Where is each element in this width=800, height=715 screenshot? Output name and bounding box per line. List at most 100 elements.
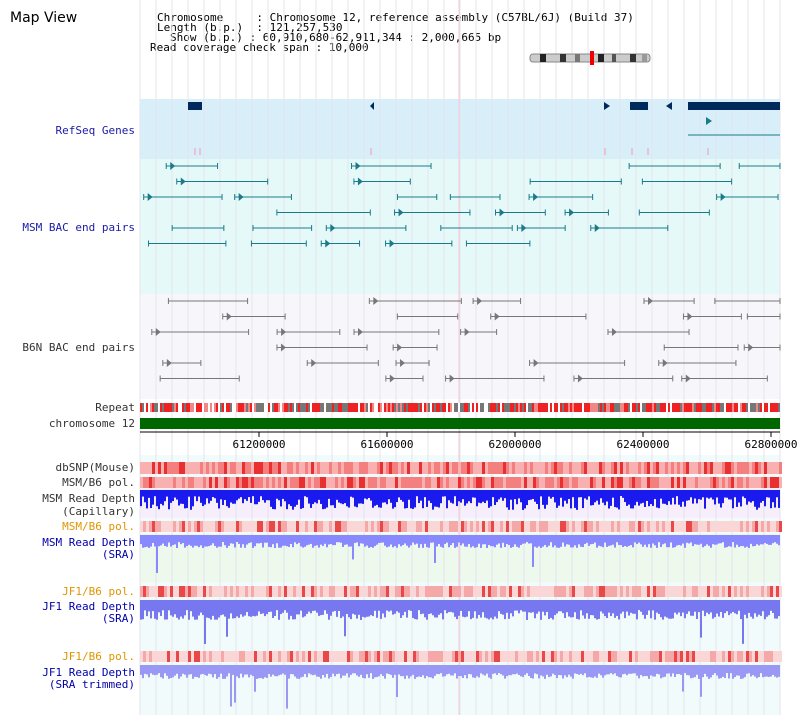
polymorphism-cell bbox=[314, 477, 317, 488]
polymorphism-cell bbox=[431, 462, 434, 474]
polymorphism-cell bbox=[674, 651, 677, 662]
repeat-segment bbox=[226, 403, 228, 412]
b6n-bac-pair-arrow bbox=[687, 312, 693, 321]
read-depth-bar bbox=[478, 600, 480, 615]
polymorphism-cell bbox=[407, 586, 410, 597]
track-label-refseq[interactable]: RefSeq Genes bbox=[55, 124, 135, 137]
polymorphism-cell bbox=[452, 586, 455, 597]
read-depth-bar bbox=[254, 535, 256, 547]
b6n-bac-pair-arrow bbox=[449, 374, 455, 383]
read-depth-bar bbox=[728, 535, 730, 547]
polymorphism-cell bbox=[722, 521, 725, 532]
repeat-segment bbox=[222, 403, 224, 412]
read-depth-bar bbox=[588, 535, 590, 546]
read-depth-bar bbox=[154, 490, 156, 497]
polymorphism-cell bbox=[575, 477, 578, 488]
read-depth-bar bbox=[714, 535, 716, 545]
polymorphism-cell bbox=[287, 462, 290, 474]
read-depth-bar bbox=[490, 665, 492, 679]
msm-bac-pair-arrow bbox=[147, 193, 153, 201]
polymorphism-cell bbox=[341, 586, 344, 597]
polymorphism-cell bbox=[155, 521, 158, 532]
read-depth-bar bbox=[282, 490, 284, 499]
polymorphism-cell bbox=[734, 462, 737, 474]
read-depth-bar bbox=[246, 490, 248, 501]
read-depth-bar bbox=[316, 535, 318, 546]
read-depth-bar bbox=[580, 535, 582, 547]
polymorphism-cell bbox=[635, 651, 638, 662]
read-depth-bar bbox=[722, 665, 724, 677]
read-depth-bar bbox=[448, 535, 450, 548]
read-depth-bar bbox=[518, 665, 520, 675]
read-depth-bar bbox=[370, 600, 372, 616]
repeat-segment bbox=[350, 403, 352, 412]
read-depth-bar bbox=[152, 665, 154, 675]
track-label-b6n-bac[interactable]: B6N BAC end pairs bbox=[22, 341, 135, 354]
chromosome-ideogram-icon[interactable] bbox=[529, 51, 651, 65]
polymorphism-cell bbox=[257, 586, 260, 597]
polymorphism-cell bbox=[710, 477, 713, 488]
repeat-segment bbox=[488, 403, 490, 412]
read-depth-bar bbox=[528, 490, 530, 501]
polymorphism-cell bbox=[542, 477, 545, 488]
read-depth-bar bbox=[766, 535, 768, 544]
repeat-segment bbox=[616, 403, 618, 412]
polymorphism-cell bbox=[749, 477, 752, 488]
read-depth-bar bbox=[460, 535, 462, 546]
read-depth-bar bbox=[484, 490, 486, 504]
polymorphism-cell bbox=[473, 521, 476, 532]
read-depth-bar bbox=[672, 535, 674, 548]
repeat-segment bbox=[732, 403, 734, 412]
polymorphism-cell bbox=[359, 462, 362, 474]
read-depth-bar bbox=[674, 600, 676, 613]
read-depth-bar bbox=[206, 600, 208, 618]
read-depth-bar bbox=[554, 490, 556, 503]
repeat-segment bbox=[552, 403, 554, 412]
read-depth-bar bbox=[176, 535, 178, 548]
read-depth-bar bbox=[290, 535, 292, 544]
read-depth-bar bbox=[336, 535, 338, 543]
read-depth-bar bbox=[386, 535, 388, 548]
polymorphism-cell bbox=[242, 462, 245, 474]
polymorphism-cell bbox=[392, 521, 395, 532]
read-depth-bar bbox=[222, 600, 224, 615]
read-depth-bar bbox=[274, 600, 276, 616]
polymorphism-cell bbox=[143, 586, 146, 597]
read-depth-bar bbox=[458, 665, 460, 676]
read-depth-bar bbox=[440, 490, 442, 504]
repeat-segment bbox=[310, 403, 312, 412]
read-depth-bar bbox=[434, 535, 436, 563]
read-depth-bar bbox=[666, 490, 668, 505]
repeat-segment bbox=[686, 403, 688, 412]
repeat-segment bbox=[344, 403, 346, 412]
read-depth-bar bbox=[264, 490, 266, 503]
b6n-bac-pair-arrow bbox=[577, 374, 583, 383]
read-depth-bar bbox=[242, 490, 244, 504]
polymorphism-cell bbox=[485, 586, 488, 597]
repeat-segment bbox=[444, 403, 446, 412]
polymorphism-cell bbox=[518, 586, 521, 597]
polymorphism-cell bbox=[656, 521, 659, 532]
polymorphism-cell bbox=[296, 586, 299, 597]
polymorphism-cell bbox=[314, 651, 317, 662]
polymorphism-cell bbox=[182, 462, 185, 474]
polymorphism-cell bbox=[350, 477, 353, 488]
polymorphism-cell bbox=[431, 521, 434, 532]
read-depth-bar bbox=[270, 665, 272, 677]
polymorphism-cell bbox=[734, 521, 737, 532]
track-label-msm-bac[interactable]: MSM BAC end pairs bbox=[22, 221, 135, 234]
polymorphism-cell bbox=[263, 586, 266, 597]
repeat-segment bbox=[326, 403, 328, 412]
read-depth-bar bbox=[616, 600, 618, 616]
polymorphism-cell bbox=[233, 477, 236, 488]
read-depth-bar bbox=[442, 600, 444, 620]
read-depth-bar bbox=[456, 535, 458, 547]
read-depth-bar bbox=[708, 665, 710, 679]
repeat-segment bbox=[724, 403, 726, 412]
read-depth-bar bbox=[574, 535, 576, 546]
polymorphism-cell bbox=[266, 651, 269, 662]
read-depth-bar bbox=[298, 535, 300, 543]
read-depth-bar bbox=[762, 490, 764, 501]
read-depth-bar bbox=[148, 490, 150, 498]
